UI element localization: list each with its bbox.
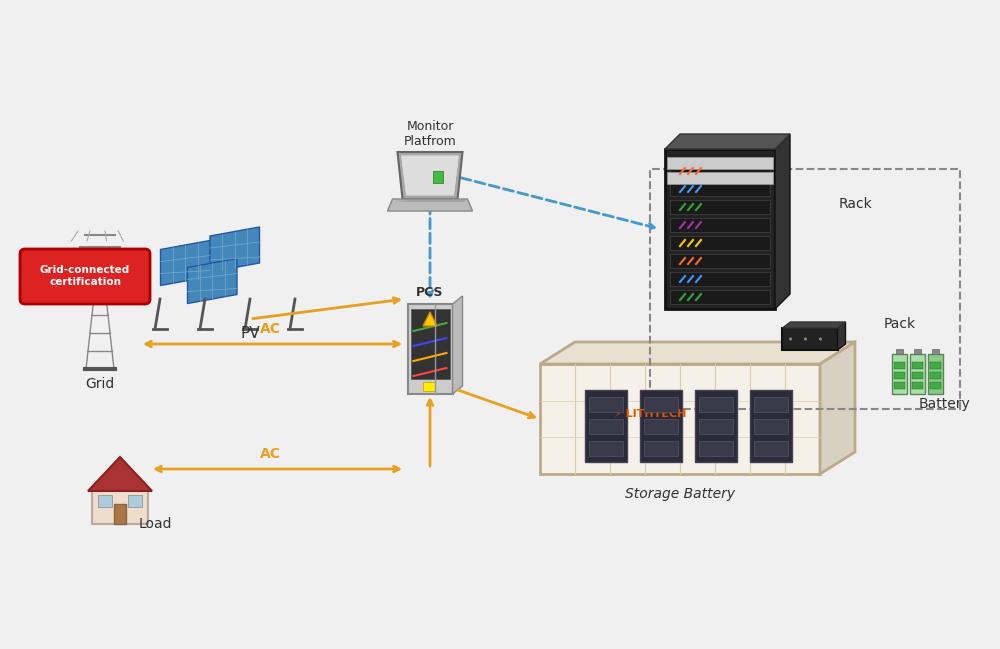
Bar (914, 349, 921, 354)
Bar (750, 390, 792, 462)
Bar (589, 419, 623, 434)
Bar (423, 382, 435, 391)
Text: AC: AC (260, 447, 280, 461)
Polygon shape (665, 134, 790, 149)
Polygon shape (782, 322, 846, 328)
Bar (670, 236, 770, 250)
Bar (670, 164, 770, 178)
Polygon shape (88, 457, 152, 491)
Bar (98, 495, 112, 507)
Text: Pack: Pack (884, 317, 916, 331)
Circle shape (819, 337, 822, 341)
Polygon shape (423, 312, 437, 326)
Bar (930, 362, 941, 369)
Text: Battery: Battery (919, 397, 971, 411)
Circle shape (789, 337, 792, 341)
Bar (665, 149, 775, 309)
Polygon shape (453, 296, 462, 394)
Bar (670, 182, 770, 196)
Polygon shape (838, 322, 846, 350)
Bar (695, 390, 737, 462)
Bar (644, 441, 678, 456)
Text: Grid-connected
certification: Grid-connected certification (40, 265, 130, 287)
Bar (754, 419, 788, 434)
Bar (589, 397, 623, 412)
Bar (670, 254, 770, 268)
Bar (896, 349, 903, 354)
Bar (433, 171, 443, 184)
Bar (912, 382, 923, 389)
Bar (640, 390, 682, 462)
Bar (782, 328, 838, 350)
Bar (894, 372, 905, 379)
Bar (585, 390, 627, 462)
Bar (670, 218, 770, 232)
Bar (670, 272, 770, 286)
Text: Storage Battery: Storage Battery (625, 487, 735, 501)
Text: Load: Load (138, 517, 172, 531)
Bar (92, 489, 148, 524)
Bar (670, 200, 770, 214)
Bar (644, 397, 678, 412)
Bar (910, 354, 925, 394)
Bar (699, 397, 733, 412)
Text: Rack: Rack (838, 197, 872, 211)
Polygon shape (820, 342, 855, 474)
FancyBboxPatch shape (20, 249, 150, 304)
Bar (667, 157, 773, 169)
Bar (892, 354, 907, 394)
Bar (540, 364, 820, 474)
Bar (114, 504, 126, 524)
Bar (930, 382, 941, 389)
Circle shape (804, 337, 807, 341)
Bar (644, 419, 678, 434)
Bar (589, 441, 623, 456)
Bar (699, 441, 733, 456)
Bar (667, 172, 773, 184)
Text: AC: AC (260, 322, 280, 336)
Bar (912, 372, 923, 379)
Bar (699, 419, 733, 434)
Bar (930, 372, 941, 379)
Polygon shape (210, 227, 260, 272)
Polygon shape (188, 258, 237, 304)
Bar (932, 349, 939, 354)
Bar (754, 397, 788, 412)
Bar (650, 169, 960, 409)
Bar (408, 304, 452, 394)
Polygon shape (397, 152, 462, 199)
Text: ⚡ LITHTECH: ⚡ LITHTECH (614, 409, 686, 419)
Bar (894, 382, 905, 389)
Polygon shape (540, 342, 855, 364)
Polygon shape (387, 199, 472, 211)
Bar (411, 309, 450, 379)
Text: Monitor
Platfrom: Monitor Platfrom (404, 120, 456, 148)
Bar (754, 441, 788, 456)
Text: PCS: PCS (416, 286, 444, 299)
Bar (912, 362, 923, 369)
Bar (670, 290, 770, 304)
Bar (928, 354, 943, 394)
Polygon shape (160, 241, 210, 286)
Text: Grid: Grid (85, 377, 115, 391)
Bar (894, 362, 905, 369)
Text: PV: PV (240, 326, 260, 341)
Polygon shape (775, 134, 790, 309)
Polygon shape (400, 155, 459, 196)
Bar (128, 495, 142, 507)
